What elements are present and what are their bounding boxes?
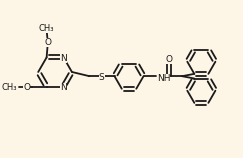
Text: CH₃: CH₃ bbox=[1, 83, 17, 92]
Text: O: O bbox=[23, 83, 30, 92]
Text: O: O bbox=[44, 38, 51, 47]
Text: O: O bbox=[166, 55, 173, 64]
Text: N: N bbox=[60, 83, 67, 92]
Text: N: N bbox=[60, 54, 67, 63]
Text: NH: NH bbox=[157, 74, 170, 83]
Text: S: S bbox=[99, 73, 104, 82]
Text: CH₃: CH₃ bbox=[39, 24, 54, 33]
